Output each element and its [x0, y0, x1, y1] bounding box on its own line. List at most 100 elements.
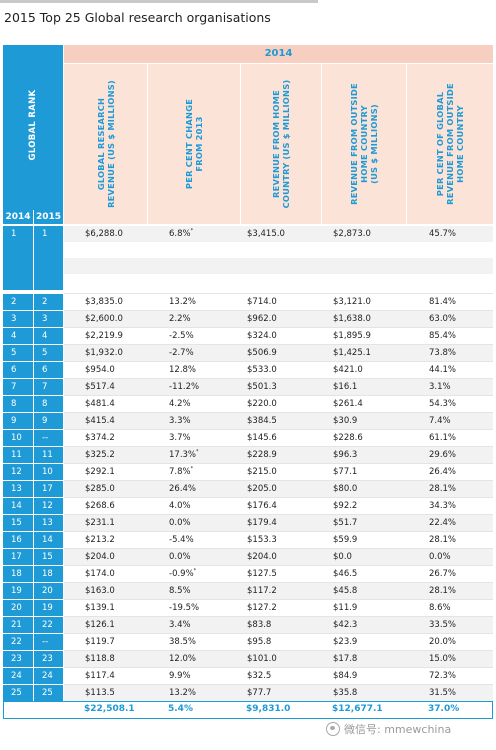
table-row: 7 7 $517.4 -11.2% $501.3 $16.1 3.1% [3, 379, 493, 395]
table-row: 8 8 $481.4 4.2% $220.0 $261.4 54.3% [3, 396, 493, 412]
cell-revenue: $2,219.9 [85, 328, 123, 344]
cell-percent: 26.4% [429, 464, 456, 480]
cell-outside: $77.1 [333, 464, 357, 480]
cell-home: $324.0 [247, 328, 277, 344]
cell-change: 2.2% [169, 311, 191, 327]
cell-home-text: $501.3 [247, 382, 277, 392]
row-divider [64, 446, 493, 447]
cell-change: 0.0% [169, 515, 191, 531]
rank-2015: 20 [34, 583, 63, 599]
cell-outside: $421.0 [333, 362, 363, 378]
rank-2014: 25 [3, 685, 33, 701]
cell-percent-text: 72.3% [429, 671, 457, 681]
table-row: 20 19 $139.1 -19.5% $127.2 $11.9 8.6% [3, 600, 493, 616]
cell-percent-text: 63.0% [429, 314, 457, 324]
cell-outside: $16.1 [333, 379, 357, 395]
row-band [64, 258, 493, 274]
year-header: 2014 [64, 45, 493, 63]
cell-home: $384.5 [247, 413, 277, 429]
cell-change-text: 13.2% [169, 688, 197, 698]
cell-outside: $228.6 [333, 430, 363, 446]
cell-percent: 33.5% [429, 617, 456, 633]
cell-revenue-text: $118.8 [85, 654, 115, 664]
cell-home: $205.0 [247, 481, 277, 497]
cell-outside: $17.8 [333, 651, 357, 667]
row-band [64, 226, 493, 242]
cell-revenue: $163.0 [85, 583, 115, 599]
rank-2015 [34, 242, 63, 258]
cell-outside: $30.9 [333, 413, 357, 429]
cell-revenue: $2,600.0 [85, 311, 123, 327]
cell-outside-text: $51.7 [333, 518, 358, 528]
cell-revenue: $374.2 [85, 430, 115, 446]
cell-outside: $42.3 [333, 617, 357, 633]
cell-home: $83.8 [247, 617, 271, 633]
row-divider [64, 548, 493, 549]
cell-change-text: 12.8% [169, 365, 197, 375]
col-header-global-revenue: GLOBAL RESEARCH REVENUE (US $ MILLIONS) [64, 64, 147, 224]
row-divider [64, 327, 493, 328]
cell-outside-text: $92.2 [333, 501, 358, 511]
cell-percent: 28.1% [429, 532, 456, 548]
col-header-percent-outside: PER CENT OF GLOBAL REVENUE FROM OUTSIDE … [407, 64, 493, 224]
rank-2015: 17 [34, 481, 63, 497]
cell-outside-text: $23.9 [333, 637, 358, 647]
row-divider [64, 344, 493, 345]
cell-percent-text: 3.1% [429, 382, 451, 392]
row-divider [64, 395, 493, 396]
totals-row: $22,508.1 5.4% $9,831.0 $12,677.1 37.0% [3, 701, 493, 719]
table-row: 11 11 $325.2 17.3%* $228.9 $96.3 29.6% [3, 447, 493, 463]
cell-outside-text: $45.8 [333, 586, 358, 596]
cell-outside-text: $11.9 [333, 603, 358, 613]
cell-outside: $1,425.1 [333, 345, 371, 361]
rank-2014: 1 [3, 226, 33, 242]
top-rule [0, 0, 318, 3]
cell-home: $117.2 [247, 583, 277, 599]
cell-change-text: 17.3% [169, 450, 197, 460]
cell-percent: 61.1% [429, 430, 456, 446]
table-row: 24 24 $117.4 9.9% $32.5 $84.9 72.3% [3, 668, 493, 684]
cell-home: $215.0 [247, 464, 277, 480]
cell-change: 0.0% [169, 549, 191, 565]
cell-outside: $51.7 [333, 515, 357, 531]
col-header-label: PER CENT CHANGE FROM 2013 [184, 98, 204, 190]
cell-outside: $92.2 [333, 498, 357, 514]
cell-home-text: $117.2 [247, 586, 277, 596]
row-band [64, 311, 493, 327]
table-row: 23 23 $118.8 12.0% $101.0 $17.8 15.0% [3, 651, 493, 667]
cell-change-text: -2.5% [169, 331, 194, 341]
watermark: 微信号: mmewchina [326, 718, 451, 740]
rank-2015: 14 [34, 532, 63, 548]
cell-percent-text: 28.1% [429, 484, 457, 494]
rank-2015: -- [34, 430, 63, 446]
table-row: 12 10 $292.1 7.8%* $215.0 $77.1 26.4% [3, 464, 493, 480]
cell-change: 3.7% [169, 430, 191, 446]
cell-revenue: $231.1 [85, 515, 115, 531]
cell-outside: $1,638.0 [333, 311, 371, 327]
cell-change-text: 7.8% [169, 467, 191, 477]
cell-revenue-text: $117.4 [85, 671, 115, 681]
cell-outside-text: $3,121.0 [333, 297, 371, 307]
cell-home: $506.9 [247, 345, 277, 361]
table-row: 6 6 $954.0 12.8% $533.0 $421.0 44.1% [3, 362, 493, 378]
global-rank-label: GLOBAL RANK [28, 89, 38, 161]
cell-change-text: 4.0% [169, 501, 191, 511]
cell-revenue: $6,288.0 [85, 226, 123, 242]
cell-change-text: 3.4% [169, 620, 191, 630]
cell-percent: 7.4% [429, 413, 451, 429]
cell-home: $127.2 [247, 600, 277, 616]
rank-2015: 18 [34, 566, 63, 582]
row-divider [64, 565, 493, 566]
cell-revenue: $174.0 [85, 566, 115, 582]
cell-outside-text: $16.1 [333, 382, 358, 392]
cell-change: 7.8%* [169, 464, 193, 480]
cell-home-text: $962.0 [247, 314, 277, 324]
cell-percent: 31.5% [429, 685, 456, 701]
cell-percent-text: 34.3% [429, 501, 457, 511]
row-divider [64, 378, 493, 379]
cell-outside: $46.5 [333, 566, 357, 582]
rank-2015: 3 [34, 311, 63, 327]
row-band [64, 515, 493, 531]
table-row: 16 14 $213.2 -5.4% $153.3 $59.9 28.1% [3, 532, 493, 548]
cell-revenue: $268.6 [85, 498, 115, 514]
